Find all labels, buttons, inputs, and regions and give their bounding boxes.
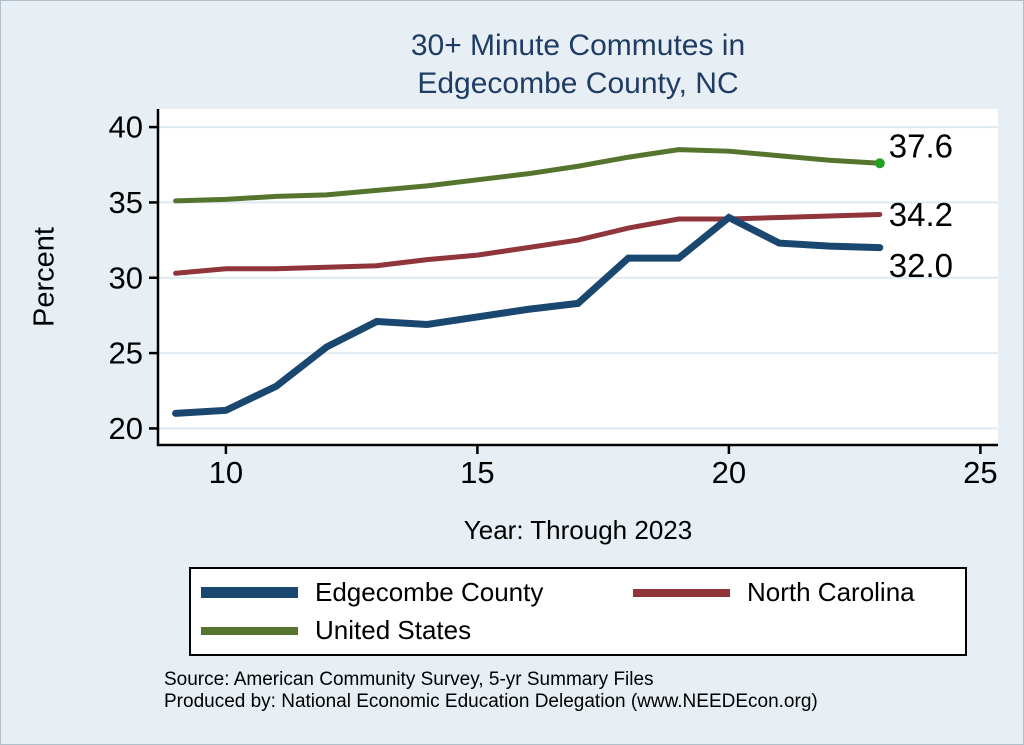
y-tick-label: 40	[109, 110, 143, 145]
legend-row: United States	[201, 615, 965, 646]
legend-item-united-states: United States	[201, 615, 633, 646]
legend-item-edgecombe-county: Edgecombe County	[201, 577, 633, 608]
x-tick-label: 15	[460, 455, 494, 490]
legend-label-united-states: United States	[315, 615, 472, 645]
series-line-edgecombe-county	[172, 213, 884, 417]
y-axis-title: Percent	[28, 227, 61, 327]
legend-item-north-carolina: North Carolina	[633, 577, 915, 608]
legend-swatch-edgecombe-county	[201, 587, 298, 598]
chart-title: 30+ Minute Commutes in Edgecombe County,…	[158, 27, 998, 103]
legend-swatch-united-states	[201, 626, 298, 635]
legend-label-edgecombe-county: Edgecombe County	[315, 577, 544, 607]
footnote: Source: American Community Survey, 5-yr …	[164, 669, 964, 713]
legend: Edgecombe County North Carolina United S…	[189, 567, 967, 656]
y-tick-label: 30	[109, 260, 143, 295]
source-line: Source: American Community Survey, 5-yr …	[164, 669, 654, 690]
end-value-label: 34.2	[889, 196, 953, 233]
x-tick-label: 20	[712, 455, 746, 490]
chart-title-line1: 30+ Minute Commutes in	[410, 29, 746, 62]
legend-label-north-carolina: North Carolina	[747, 577, 915, 607]
x-tick-label: 25	[963, 455, 997, 490]
legend-swatch-north-carolina	[633, 588, 730, 597]
end-value-label: 32.0	[889, 247, 953, 284]
produced-by-line: Produced by: National Economic Education…	[164, 691, 818, 712]
commute-line-chart: 20 25 30 35 40 10 15 20 25 37.6 34.2 32.0	[109, 109, 998, 490]
legend-row: Edgecombe County North Carolina	[201, 577, 965, 608]
y-tick-label: 25	[109, 336, 143, 371]
series-line-united-states	[173, 147, 883, 204]
y-tick-label: 35	[109, 185, 143, 220]
axis-lines	[156, 109, 998, 447]
series-end-marker-icon	[874, 158, 885, 169]
end-value-label: 37.6	[889, 128, 953, 165]
series-line-north-carolina	[173, 211, 883, 276]
x-tick-label: 10	[209, 455, 243, 490]
x-axis-title: Year: Through 2023	[463, 515, 693, 545]
y-tick-label: 20	[109, 411, 143, 446]
chart-title-line2: Edgecombe County, NC	[417, 67, 739, 100]
